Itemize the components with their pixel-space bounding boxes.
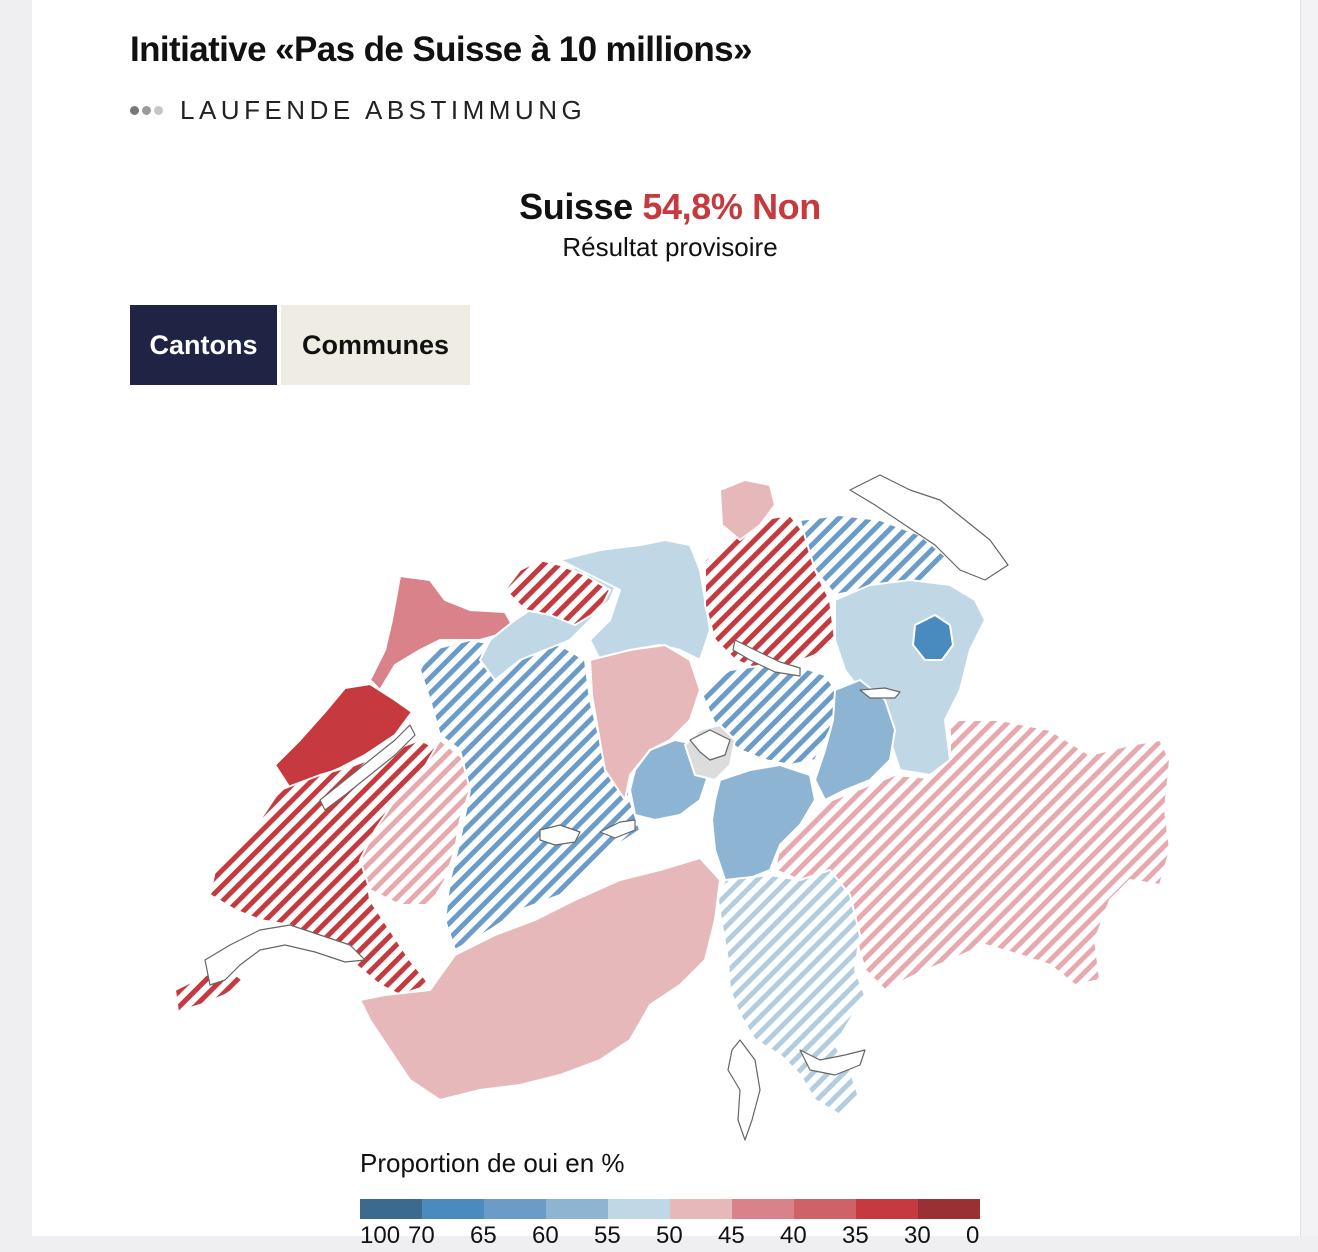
legend-tick-label: 70 [408,1222,435,1249]
legend-tick-label: 45 [718,1222,745,1249]
legend-tick-label: 35 [842,1222,869,1249]
legend-tick-label: 100 [360,1222,401,1249]
canton-vaud [209,739,441,996]
legend-bin [360,1199,422,1219]
canton-neuchatel [274,683,413,789]
legend-tick-label: 30 [904,1222,931,1249]
lake-lugano [799,1049,866,1076]
canton-appenzell [912,614,954,661]
lake-neuchatel [319,724,416,811]
canton-uri [711,764,816,881]
page-title: Initiative «Pas de Suisse à 10 millions» [130,30,752,69]
legend-tick-label: 65 [470,1222,497,1249]
legend-bin [608,1199,670,1219]
legend-tick-label: 40 [780,1222,807,1249]
result-value: 54,8% Non [642,186,821,227]
lake-constance [849,474,1009,581]
legend-tick-label: 0 [966,1222,980,1249]
status-label: LAUFENDE ABSTIMMUNG [180,94,587,125]
legend-tick-label: 55 [594,1222,621,1249]
legend-color-scale [360,1199,980,1219]
lake-walensee [859,687,901,699]
legend-bin [856,1199,918,1219]
canton-jura [369,575,516,691]
canton-thurgau [799,514,951,596]
legend-bin [794,1199,856,1219]
canton-ticino [717,869,866,1116]
legend-tick-label: 50 [656,1222,683,1249]
canton-aargau [559,539,711,661]
canton-bern [419,639,641,951]
loading-dots-icon [130,105,166,115]
legend-bin [546,1199,608,1219]
canton-basel [504,559,611,626]
tab-communes[interactable]: Communes [281,305,470,385]
canton-valais [359,857,721,1101]
legend-bin [484,1199,546,1219]
canton-schaffhausen [719,479,776,541]
scrollbar-track[interactable] [1300,0,1318,1236]
legend-title: Proportion de oui en % [360,1148,625,1178]
tab-cantons[interactable]: Cantons [130,305,277,385]
legend-bin [918,1199,980,1219]
legend-bin [670,1199,732,1219]
live-status: LAUFENDE ABSTIMMUNG [130,94,586,126]
lake-lucerne [689,729,731,761]
lake-brienz [599,819,636,839]
lake-thun [539,824,581,846]
legend-tick-label: 60 [532,1222,559,1249]
national-result: Suisse 54,8% Non Résultat provisoire [420,186,920,263]
lake-maggiore [727,1039,761,1141]
result-country: Suisse [519,186,633,227]
lake-geneva [204,924,366,986]
legend-bin [732,1199,794,1219]
legend-ticks: 100 70 65 60 55 50 45 40 35 30 0 [360,1222,1000,1252]
canton-graubunden [774,719,1171,991]
result-subtitle: Résultat provisoire [562,232,778,262]
legend-bin [422,1199,484,1219]
lake-zurich [732,639,801,677]
